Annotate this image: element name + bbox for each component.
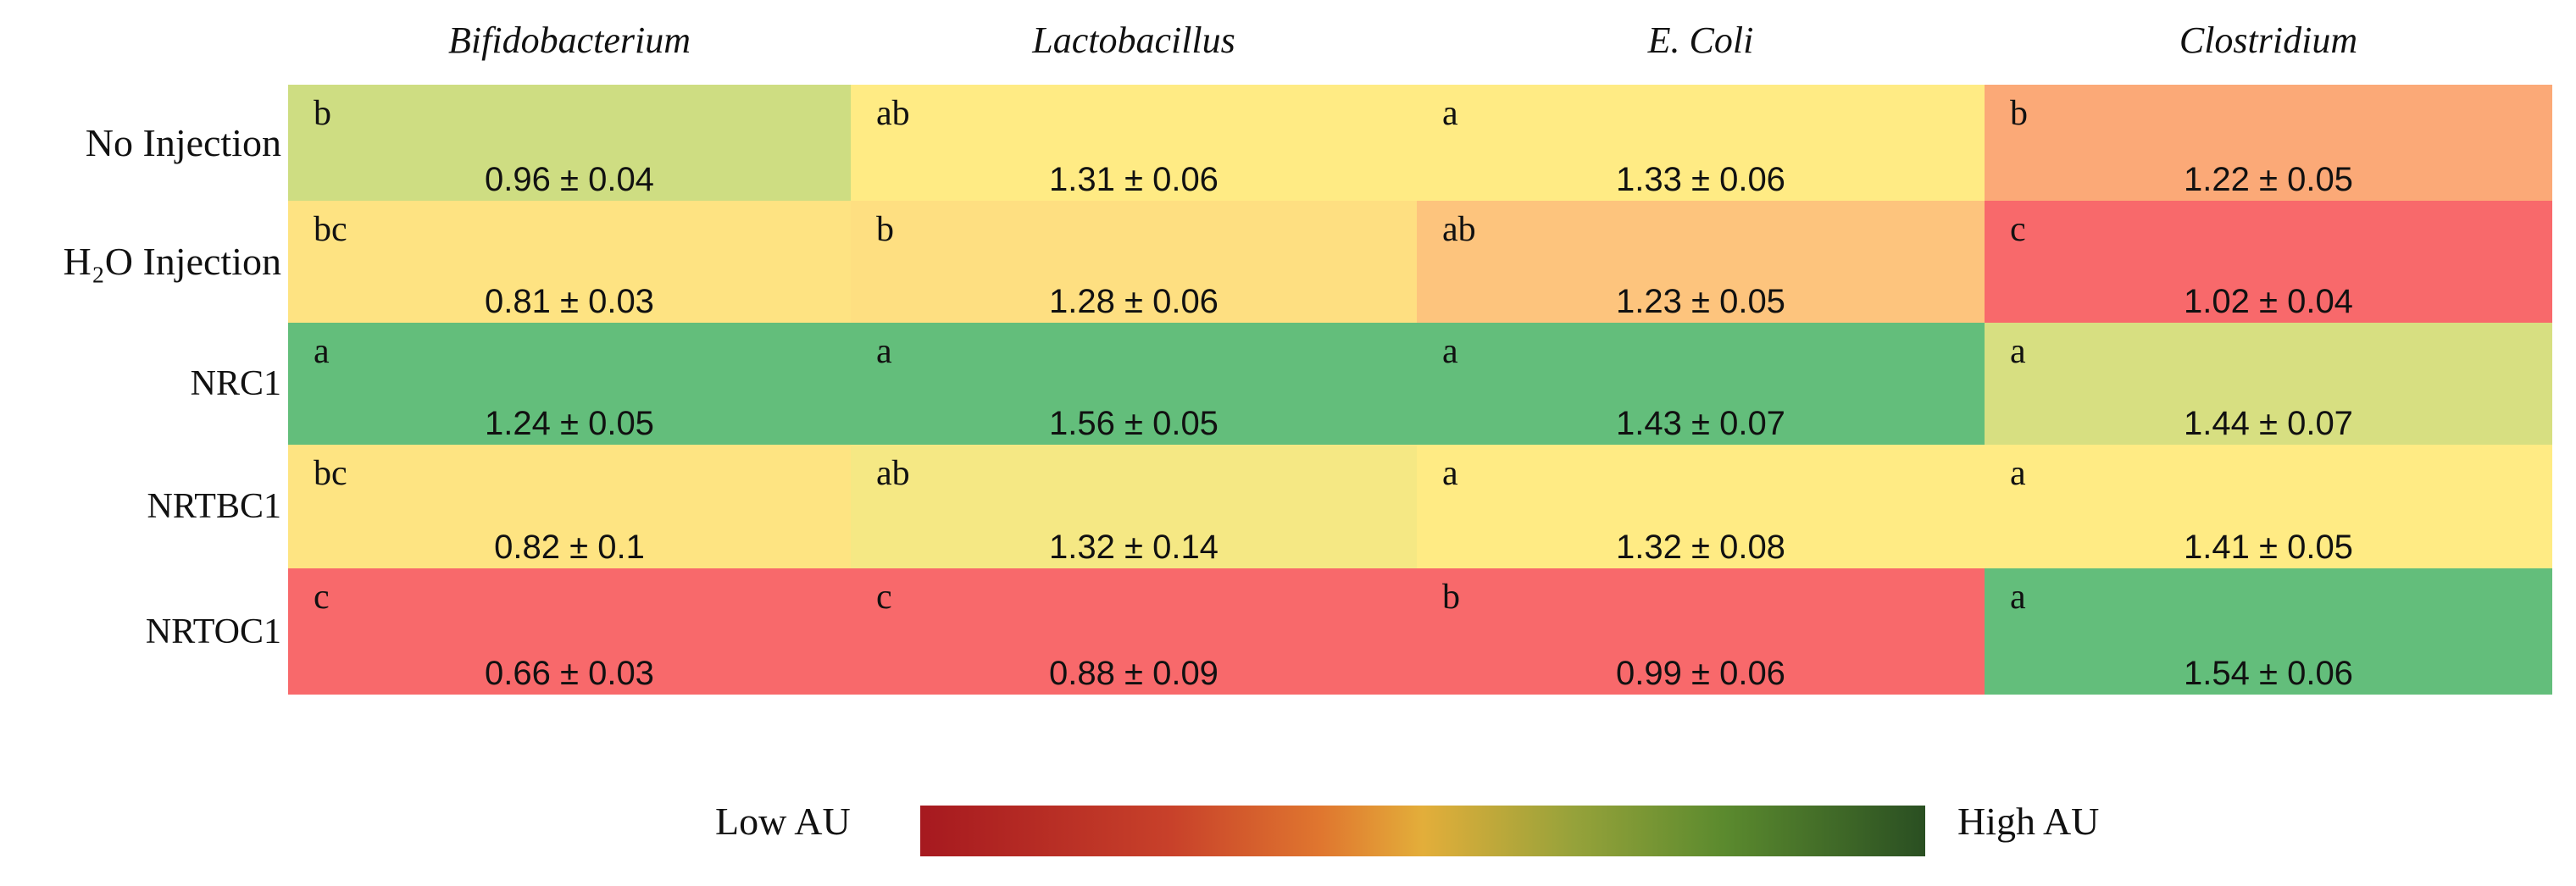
cell-value: 1.41 ± 0.05 [2184, 529, 2353, 566]
cell-value: 0.99 ± 0.06 [1616, 655, 1785, 692]
cell-value: 0.88 ± 0.09 [1049, 655, 1219, 692]
cell-value: 1.24 ± 0.05 [485, 405, 654, 442]
cell-value: 0.66 ± 0.03 [485, 655, 654, 692]
cell-value: 0.81 ± 0.03 [485, 283, 654, 320]
legend-low-label: Low AU [715, 800, 851, 843]
row-label: NRTOC1 [145, 612, 281, 651]
significance-letter: a [314, 332, 330, 371]
heatmap-cell: a 1.32 ± 0.08 [1417, 445, 1985, 568]
heatmap-cell: ab 1.23 ± 0.05 [1417, 201, 1985, 323]
significance-letter: b [1442, 578, 1460, 617]
cell-value: 1.56 ± 0.05 [1049, 405, 1219, 442]
cell-value: 1.33 ± 0.06 [1616, 161, 1785, 198]
significance-letter: b [314, 94, 331, 133]
heatmap-cell: bc 0.82 ± 0.1 [288, 445, 851, 568]
cell-value: 1.54 ± 0.06 [2184, 655, 2353, 692]
cell-value: 0.82 ± 0.1 [494, 529, 645, 566]
row-label: No Injection [85, 120, 281, 164]
heatmap-cell: a 1.24 ± 0.05 [288, 323, 851, 445]
heatmap-cell: b 0.96 ± 0.04 [288, 85, 851, 201]
cell-value: 1.02 ± 0.04 [2184, 283, 2353, 320]
row-label: NRTBC1 [147, 487, 281, 526]
column-header: E. Coli [1647, 19, 1754, 61]
cell-value: 1.23 ± 0.05 [1616, 283, 1785, 320]
significance-letter: b [876, 210, 894, 249]
heatmap-cell: b 1.28 ± 0.06 [851, 201, 1417, 323]
significance-letter: a [2010, 454, 2026, 493]
significance-letter: a [1442, 454, 1458, 493]
heatmap-cell: ab 1.32 ± 0.14 [851, 445, 1417, 568]
heatmap-cell: a 1.33 ± 0.06 [1417, 85, 1985, 201]
significance-letter: bc [314, 454, 347, 493]
significance-letter: ab [1442, 210, 1476, 249]
cell-value: 1.22 ± 0.05 [2184, 161, 2353, 198]
significance-letter: b [2010, 94, 2028, 133]
significance-letter: c [876, 578, 892, 617]
significance-letter: a [1442, 94, 1458, 133]
cell-value: 1.32 ± 0.08 [1616, 529, 1785, 566]
heatmap-cell: a 1.41 ± 0.05 [1985, 445, 2552, 568]
significance-letter: a [876, 332, 892, 371]
significance-letter: c [314, 578, 330, 617]
significance-letter: a [2010, 578, 2026, 617]
significance-letter: ab [876, 454, 910, 493]
significance-letter: bc [314, 210, 347, 249]
significance-letter: a [1442, 332, 1458, 371]
cell-value: 1.44 ± 0.07 [2184, 405, 2353, 442]
significance-letter: ab [876, 94, 910, 133]
cell-value: 1.43 ± 0.07 [1616, 405, 1785, 442]
cell-value: 0.96 ± 0.04 [485, 161, 654, 198]
cell-value: 1.32 ± 0.14 [1049, 529, 1219, 566]
heatmap-cell: b 1.22 ± 0.05 [1985, 85, 2552, 201]
heatmap-cell: b 0.99 ± 0.06 [1417, 568, 1985, 695]
cell-value: 1.28 ± 0.06 [1049, 283, 1219, 320]
significance-letter: c [2010, 210, 2026, 249]
significance-letter: a [2010, 332, 2026, 371]
heatmap-cell: a 1.44 ± 0.07 [1985, 323, 2552, 445]
heatmap-cell: c 0.66 ± 0.03 [288, 568, 851, 695]
row-label: H₂O Injection [63, 240, 281, 283]
column-header: Lactobacillus [1032, 19, 1235, 61]
row-label: NRC1 [190, 364, 281, 403]
heatmap-cell: a 1.43 ± 0.07 [1417, 323, 1985, 445]
column-header: Bifidobacterium [448, 19, 691, 61]
heatmap-cell: a 1.56 ± 0.05 [851, 323, 1417, 445]
cell-value: 1.31 ± 0.06 [1049, 161, 1219, 198]
legend-high-label: High AU [1957, 800, 2100, 843]
column-header: Clostridium [2179, 19, 2358, 61]
heatmap-cell: ab 1.31 ± 0.06 [851, 85, 1417, 201]
heatmap-cell: c 0.88 ± 0.09 [851, 568, 1417, 695]
heatmap-cell: c 1.02 ± 0.04 [1985, 201, 2552, 323]
heatmap-cell: bc 0.81 ± 0.03 [288, 201, 851, 323]
legend-color-bar [920, 806, 1925, 856]
heatmap-cell: a 1.54 ± 0.06 [1985, 568, 2552, 695]
